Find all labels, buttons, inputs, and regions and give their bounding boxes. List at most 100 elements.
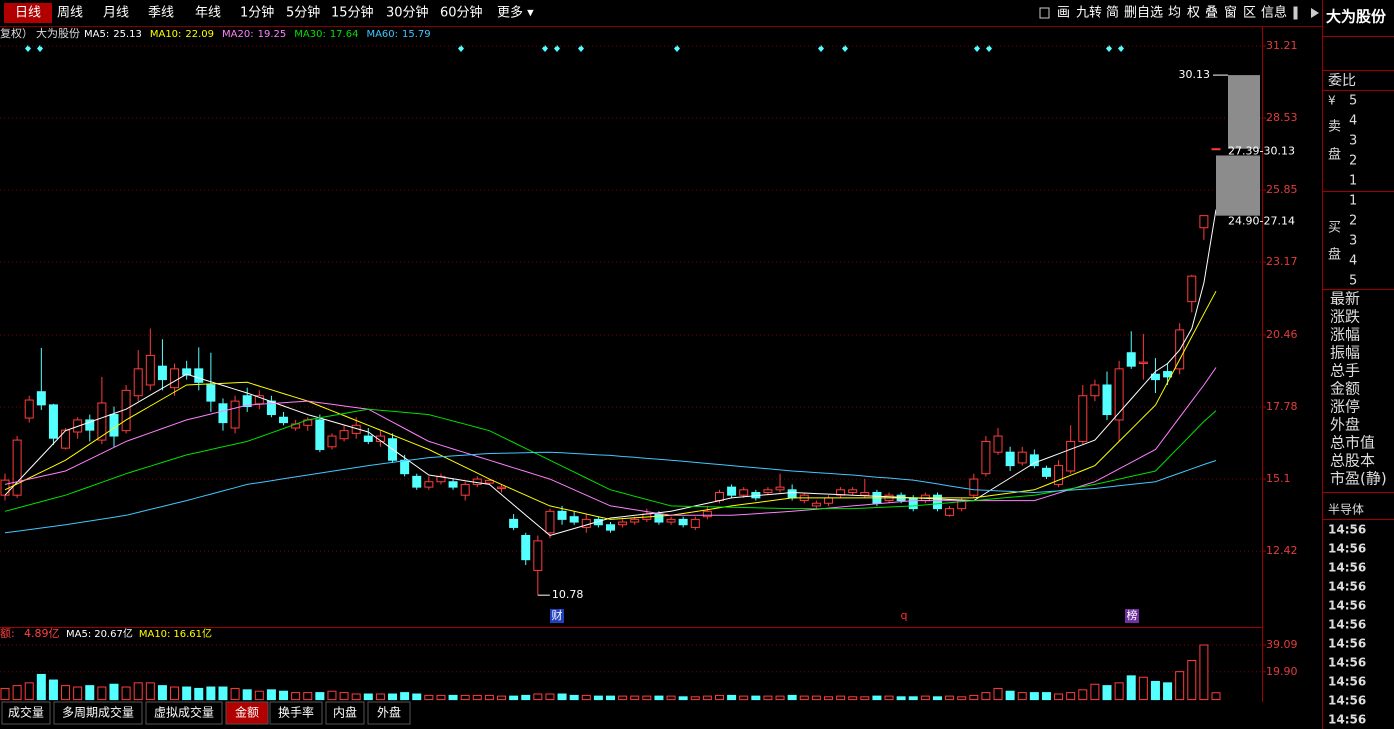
volume-bar (533, 693, 543, 701)
panel-label: 买 (1328, 221, 1341, 236)
y-tick-label: 12.42 (1266, 544, 1298, 557)
volume-bar (48, 679, 58, 701)
high-label: 30.13 (1179, 68, 1211, 81)
back-icon[interactable] (1293, 6, 1298, 20)
period-tab[interactable]: 60分钟 (440, 5, 483, 21)
legend-name: MA30: (294, 29, 326, 40)
trade-time: 14:56 (1328, 561, 1366, 575)
toolbar-button[interactable]: 简 (1106, 5, 1119, 21)
indicator-tab-bg[interactable] (325, 701, 365, 725)
menu-icon[interactable] (1311, 8, 1319, 18)
period-tab[interactable]: 季线 (148, 6, 174, 21)
toolbar-button[interactable]: 权 (1187, 5, 1200, 21)
indicator-tab[interactable]: 多周期成交量 (62, 705, 134, 720)
volume-bar (279, 690, 289, 701)
period-tab[interactable]: 15分钟 (331, 5, 374, 21)
order-level: 1 (1349, 174, 1357, 189)
candle-body (327, 435, 337, 448)
panel-stock-name: 大为股份 (1326, 8, 1387, 26)
candle-body (279, 416, 289, 424)
candle-body (714, 491, 724, 502)
volume-tick-label: 39.09 (1266, 638, 1298, 651)
volume-bar (351, 693, 361, 701)
event-label[interactable]: q (901, 609, 908, 622)
period-tab[interactable]: 1分钟 (240, 5, 274, 21)
event-label[interactable]: 榜 (1127, 608, 1138, 622)
toolbar-button[interactable]: 区 (1243, 6, 1256, 21)
candle-body (448, 481, 458, 488)
lock-icon[interactable] (1039, 7, 1050, 19)
volume-ma-name: MA10: (139, 629, 171, 640)
candle-body (85, 419, 95, 431)
candle-body (836, 489, 846, 496)
candle-body (497, 486, 507, 489)
indicator-tab[interactable]: 外盘 (377, 705, 401, 720)
indicator-tab[interactable]: 成交量 (8, 705, 44, 720)
price-range-box (1216, 155, 1260, 216)
adjust-label: 复权） (0, 26, 33, 40)
indicator-tab-bg[interactable] (145, 701, 223, 725)
volume-bar (775, 695, 785, 701)
order-level: 2 (1349, 214, 1357, 229)
volume-bar (436, 694, 446, 701)
candle-body (993, 435, 1003, 453)
period-tab[interactable]: 5分钟 (286, 5, 320, 21)
period-tab[interactable]: 月线 (103, 6, 129, 21)
period-tab[interactable]: 更多 ▾ (497, 5, 534, 21)
volume-bar (654, 695, 664, 701)
period-tab[interactable]: 周线 (57, 6, 83, 21)
candle-body (182, 368, 192, 376)
toolbar-button[interactable]: 均 (1168, 6, 1181, 21)
toolbar-button[interactable]: 窗 (1224, 5, 1237, 21)
candle-body (606, 524, 615, 531)
toolbar-button[interactable]: 信息 (1261, 5, 1287, 21)
volume-bar (836, 695, 846, 701)
indicator-tab[interactable]: 换手率 (278, 705, 314, 720)
quote-field: 涨跌 (1330, 308, 1360, 326)
volume-bar (1114, 682, 1124, 701)
toolbar-button[interactable]: 叠 (1205, 6, 1218, 21)
candle-body (1211, 148, 1221, 151)
volume-bar (170, 686, 180, 701)
volume-bar (727, 694, 737, 701)
indicator-tab-bg[interactable] (269, 701, 323, 725)
volume-bar (1078, 689, 1088, 701)
indicator-tab[interactable]: 虚拟成交量 (154, 705, 214, 720)
volume-bar (799, 695, 809, 701)
indicator-tab[interactable]: 内盘 (333, 705, 357, 720)
signal-markers (25, 45, 1124, 52)
candle-body (1138, 361, 1148, 364)
ma-line (4, 209, 1217, 537)
volume-bar (484, 694, 494, 701)
order-level: 3 (1349, 234, 1357, 249)
event-label[interactable]: 财 (552, 608, 563, 622)
volume-bar (1017, 692, 1027, 701)
indicator-tab-bg[interactable] (225, 701, 269, 725)
period-tab[interactable]: 日线 (15, 6, 41, 21)
period-tab[interactable]: 年线 (195, 6, 221, 21)
indicator-tab-bg[interactable] (1, 701, 51, 725)
volume-bar (630, 695, 640, 701)
order-level: 1 (1349, 194, 1357, 209)
candle-body (339, 430, 349, 440)
volume-bar (1138, 676, 1148, 701)
period-tab[interactable]: 30分钟 (386, 5, 429, 21)
toolbar-button[interactable]: 九转 (1076, 6, 1102, 21)
volume-bar (24, 682, 34, 701)
toolbar-button[interactable]: 画 (1057, 6, 1070, 21)
indicator-tab[interactable]: 金额 (235, 705, 259, 720)
trade-time: 14:56 (1328, 542, 1366, 556)
indicator-tab-bg[interactable] (367, 701, 411, 725)
candle-body (678, 518, 688, 526)
volume-bar (1150, 680, 1160, 701)
volume-bar (36, 673, 46, 701)
candle-body (1090, 384, 1100, 397)
trade-time: 14:56 (1328, 656, 1366, 670)
indicator-tab-bg[interactable] (53, 701, 143, 725)
candle-body (194, 368, 204, 383)
signal-marker (1106, 45, 1112, 52)
candle-body (969, 478, 979, 496)
toolbar-button[interactable]: 删自选 (1124, 6, 1163, 21)
